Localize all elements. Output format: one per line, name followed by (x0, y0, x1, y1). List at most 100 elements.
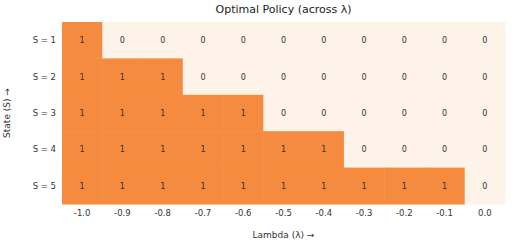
x-tick-label: -0.9 (114, 208, 131, 218)
cell-label: 1 (80, 36, 85, 45)
cell (304, 95, 345, 132)
cell (424, 22, 465, 59)
cell (143, 168, 184, 205)
cell (263, 58, 304, 95)
cell (62, 58, 103, 95)
cell (304, 168, 345, 205)
cell-label: 1 (281, 145, 286, 154)
cell-label: 0 (402, 145, 407, 154)
cell-label: 0 (241, 73, 246, 82)
cell-label: 0 (361, 145, 366, 154)
cell-label: 1 (120, 145, 125, 154)
cell-label: 0 (361, 73, 366, 82)
cell-label: 1 (80, 182, 85, 191)
cell (384, 168, 425, 205)
cell-label: 1 (321, 145, 326, 154)
x-tick-label: -1.0 (74, 208, 91, 218)
cell-label: 0 (442, 145, 447, 154)
cell (263, 22, 304, 59)
cell-label: 1 (281, 182, 286, 191)
cell (223, 58, 264, 95)
cell-label: 1 (241, 109, 246, 118)
cell-label: 1 (160, 109, 165, 118)
chart: Optimal Policy (across λ) 1 0 0 0 0 0 0 0 0 0 0 1 1 1 0… (0, 0, 516, 244)
y-tick-label: S = 4 (33, 144, 56, 154)
cell-label: 1 (442, 182, 447, 191)
cell (465, 58, 506, 95)
cell-label: 1 (200, 182, 205, 191)
x-tick-label: -0.4 (315, 208, 332, 218)
cell (62, 131, 103, 168)
cell (183, 22, 224, 59)
cell-label: 0 (321, 73, 326, 82)
x-tick-label: -0.7 (195, 208, 212, 218)
cell (102, 131, 143, 168)
cell-label: 1 (80, 109, 85, 118)
cell-label: 0 (321, 109, 326, 118)
cell-label: 1 (120, 182, 125, 191)
cell-label: 0 (402, 36, 407, 45)
cell (465, 131, 506, 168)
cell-label: 0 (200, 73, 205, 82)
cells (62, 22, 506, 205)
cell (62, 95, 103, 132)
cell-label: 1 (120, 73, 125, 82)
cell (223, 95, 264, 132)
cell (183, 95, 224, 132)
cell-label: 0 (120, 36, 125, 45)
cell-label: 1 (160, 73, 165, 82)
x-axis-label: Lambda (λ) → (253, 230, 315, 240)
cell-label: 1 (80, 73, 85, 82)
cell (102, 95, 143, 132)
x-tick-label: -0.8 (154, 208, 171, 218)
cell-label: 0 (482, 182, 487, 191)
cell-label: 1 (241, 145, 246, 154)
chart-container: Optimal Policy (across λ) 1 0 0 0 0 0 0 0 0 0 0 1 1 1 0… (0, 0, 516, 244)
cell-label: 0 (482, 73, 487, 82)
cell (424, 58, 465, 95)
y-axis-label: State (S) → (2, 88, 12, 138)
cell (304, 131, 345, 168)
x-tick-label: -0.6 (235, 208, 252, 218)
cell (465, 95, 506, 132)
cell (102, 168, 143, 205)
cell-label: 1 (120, 109, 125, 118)
cell (465, 168, 506, 205)
cell (102, 22, 143, 59)
cell (465, 22, 506, 59)
x-tick-label: -0.5 (275, 208, 292, 218)
cell (223, 168, 264, 205)
cell (223, 131, 264, 168)
cell (344, 95, 385, 132)
cell-label: 0 (281, 109, 286, 118)
cell (384, 22, 425, 59)
cell (263, 95, 304, 132)
cell-label: 0 (442, 36, 447, 45)
cell-label: 1 (361, 182, 366, 191)
x-tick-label: -0.3 (356, 208, 373, 218)
cell-label: 0 (361, 109, 366, 118)
cell-label: 0 (482, 109, 487, 118)
cell (143, 131, 184, 168)
x-tick-label: 0.0 (478, 208, 492, 218)
cell (344, 131, 385, 168)
cell (143, 58, 184, 95)
cell-label: 0 (482, 145, 487, 154)
cell-label: 1 (200, 109, 205, 118)
x-tick-label: -0.1 (436, 208, 453, 218)
cell-label: 0 (241, 36, 246, 45)
cell (223, 22, 264, 59)
cell-label: 0 (200, 36, 205, 45)
cell (143, 22, 184, 59)
cell-label: 1 (80, 145, 85, 154)
cell-label: 0 (402, 73, 407, 82)
y-tick-label: S = 2 (33, 72, 56, 82)
cell-label: 1 (160, 145, 165, 154)
cell (384, 131, 425, 168)
title: Optimal Policy (across λ) (215, 3, 351, 16)
cell (143, 95, 184, 132)
cell (384, 58, 425, 95)
cell-label: 0 (281, 36, 286, 45)
cell-label: 0 (402, 109, 407, 118)
cell (62, 168, 103, 205)
